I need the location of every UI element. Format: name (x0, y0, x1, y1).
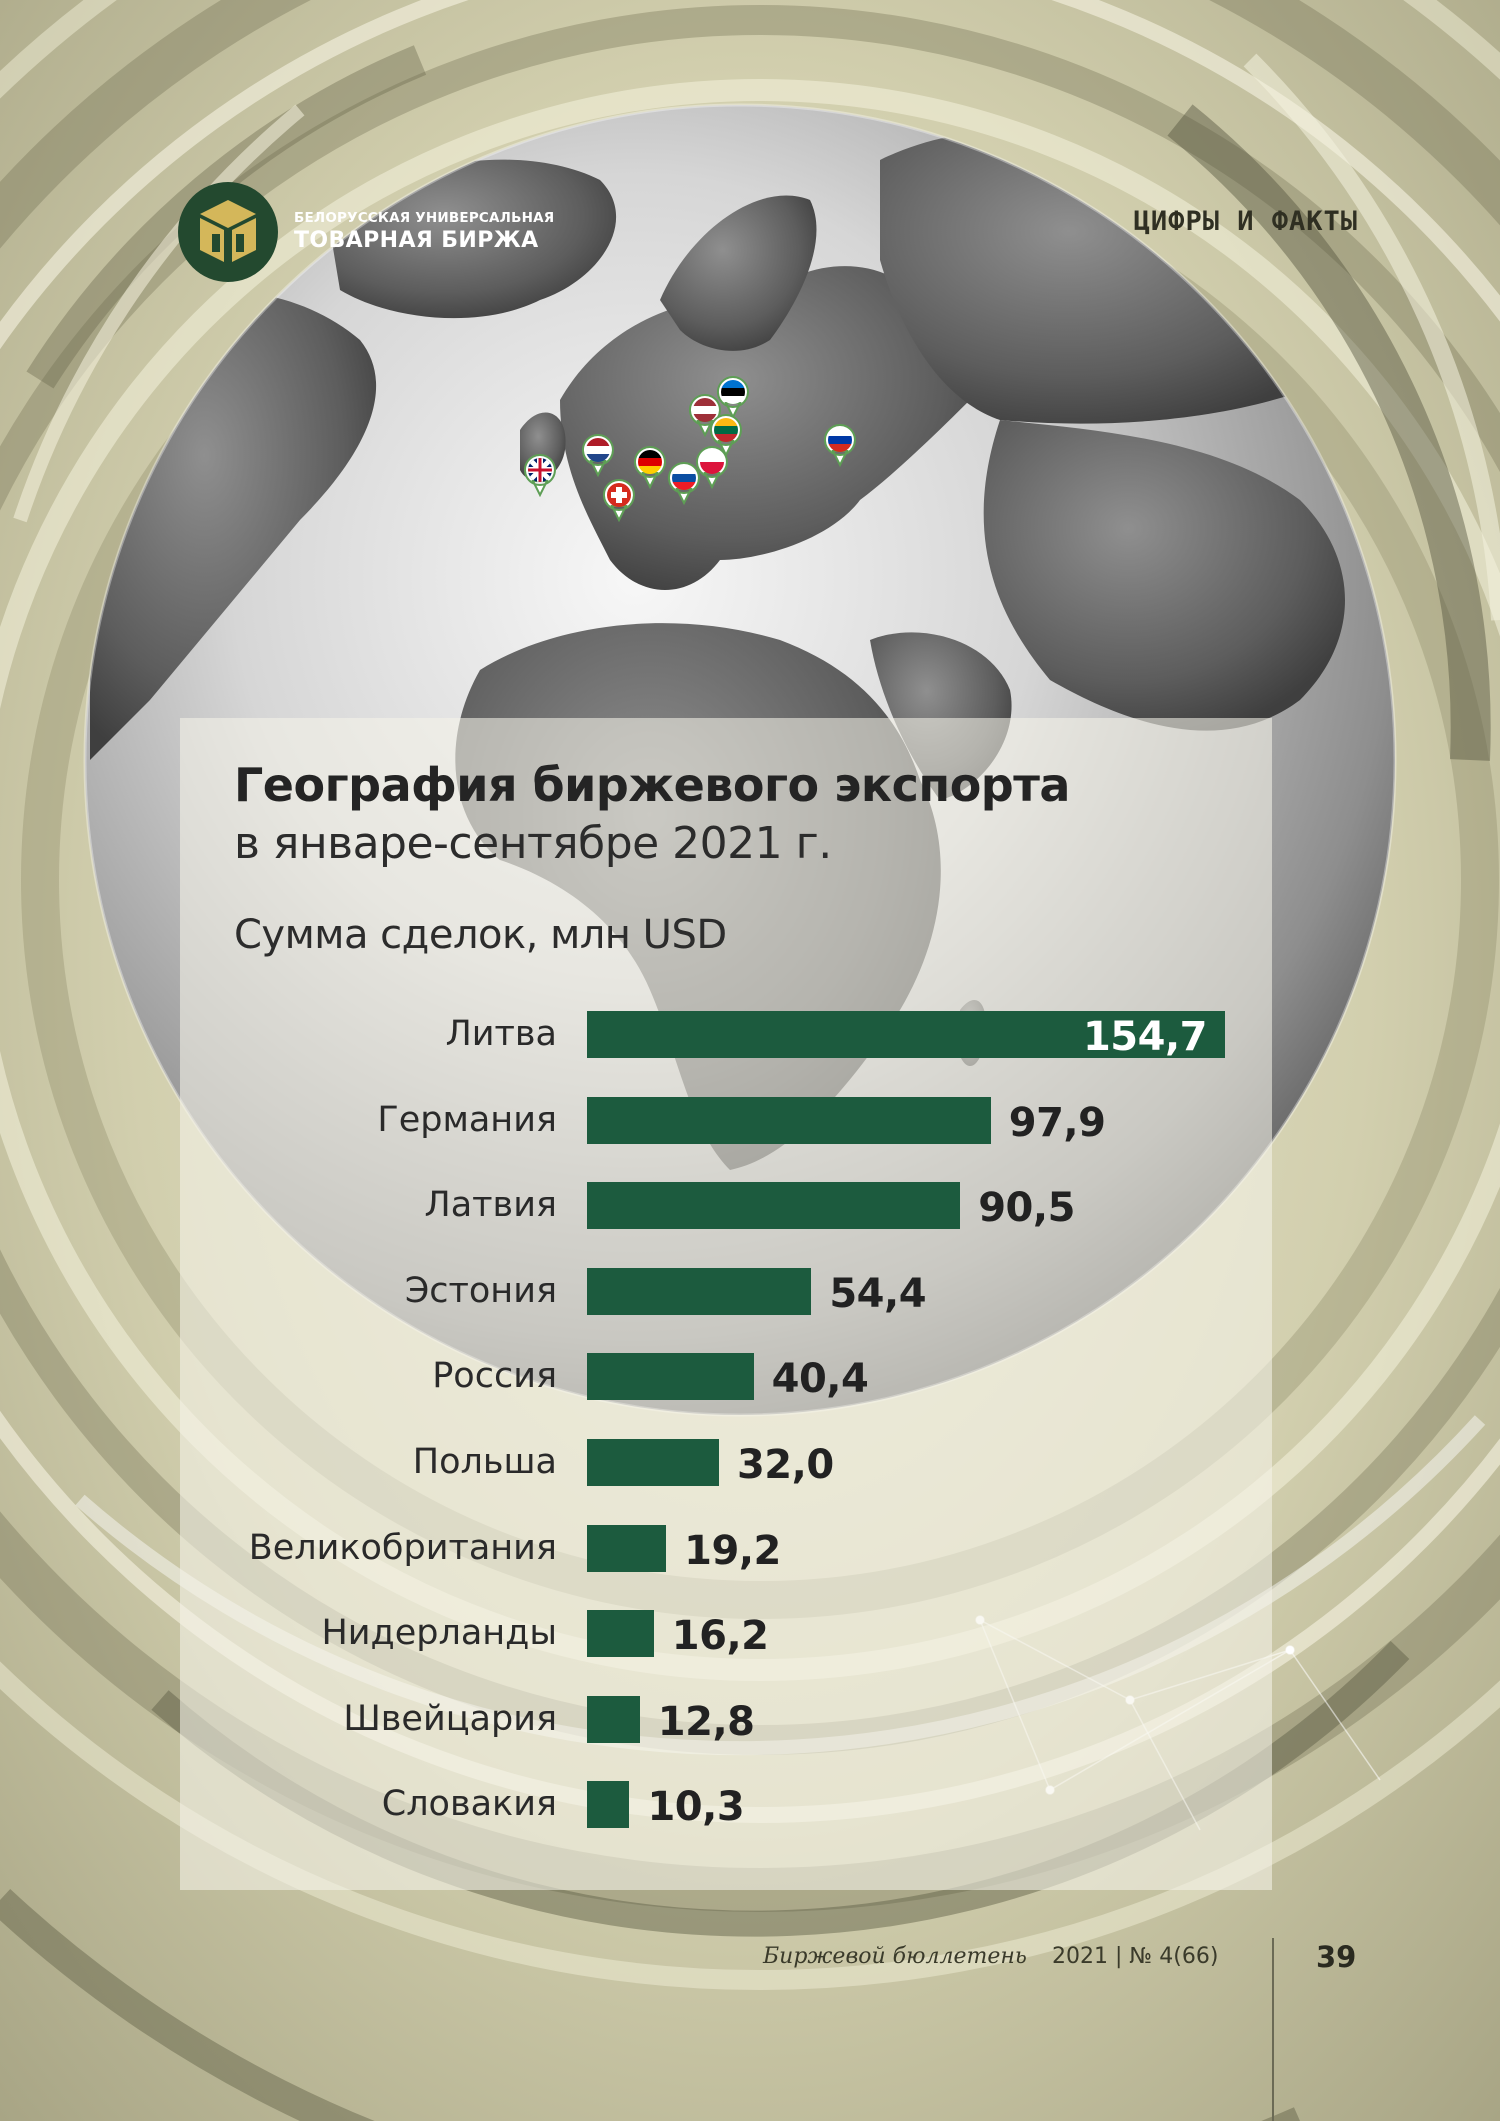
logo-name-line1: БЕЛОРУССКАЯ УНИВЕРСАЛЬНАЯ (294, 209, 555, 226)
asia-shape (983, 420, 1345, 731)
switzerland-flag-pin-icon (603, 479, 635, 522)
logo-name-line2: ТОВАРНАЯ БИРЖА (294, 228, 539, 254)
chart-subtitle: в январе-сентябре 2021 г. (234, 818, 832, 869)
page-number: 39 (1316, 1940, 1357, 1974)
slovakia-flag-pin-icon (668, 462, 700, 505)
bucs-emblem-icon (178, 182, 278, 282)
germany-flag-pin-icon (634, 446, 666, 489)
chart-unit-label: Сумма сделок, млн USD (234, 912, 727, 958)
russia-flag-pin-icon (824, 424, 856, 467)
poland-flag-pin-icon (696, 446, 728, 489)
section-title: ЦИФРЫ И ФАКТЫ (1133, 206, 1358, 237)
scandinavia-shape (660, 195, 817, 351)
chart-panel (180, 718, 1272, 1890)
europe-shape (560, 266, 992, 590)
uk-flag-pin-icon (524, 454, 556, 497)
lithuania-flag-pin-icon (710, 414, 742, 457)
chart-title: География биржевого экспорта (234, 758, 1070, 812)
footer-publication: Биржевой бюллетень (763, 1944, 1027, 1969)
netherlands-flag-pin-icon (582, 434, 614, 477)
estonia-flag-pin-icon (717, 376, 749, 419)
exchange-logo: БЕЛОРУССКАЯ УНИВЕРСАЛЬНАЯ ТОВАРНАЯ БИРЖА (178, 182, 554, 282)
footer-divider (1272, 1938, 1274, 2121)
footer-issue: 2021 | № 4(66) (1052, 1944, 1219, 1969)
latvia-flag-pin-icon (689, 394, 721, 437)
greenland-shape (330, 159, 617, 319)
